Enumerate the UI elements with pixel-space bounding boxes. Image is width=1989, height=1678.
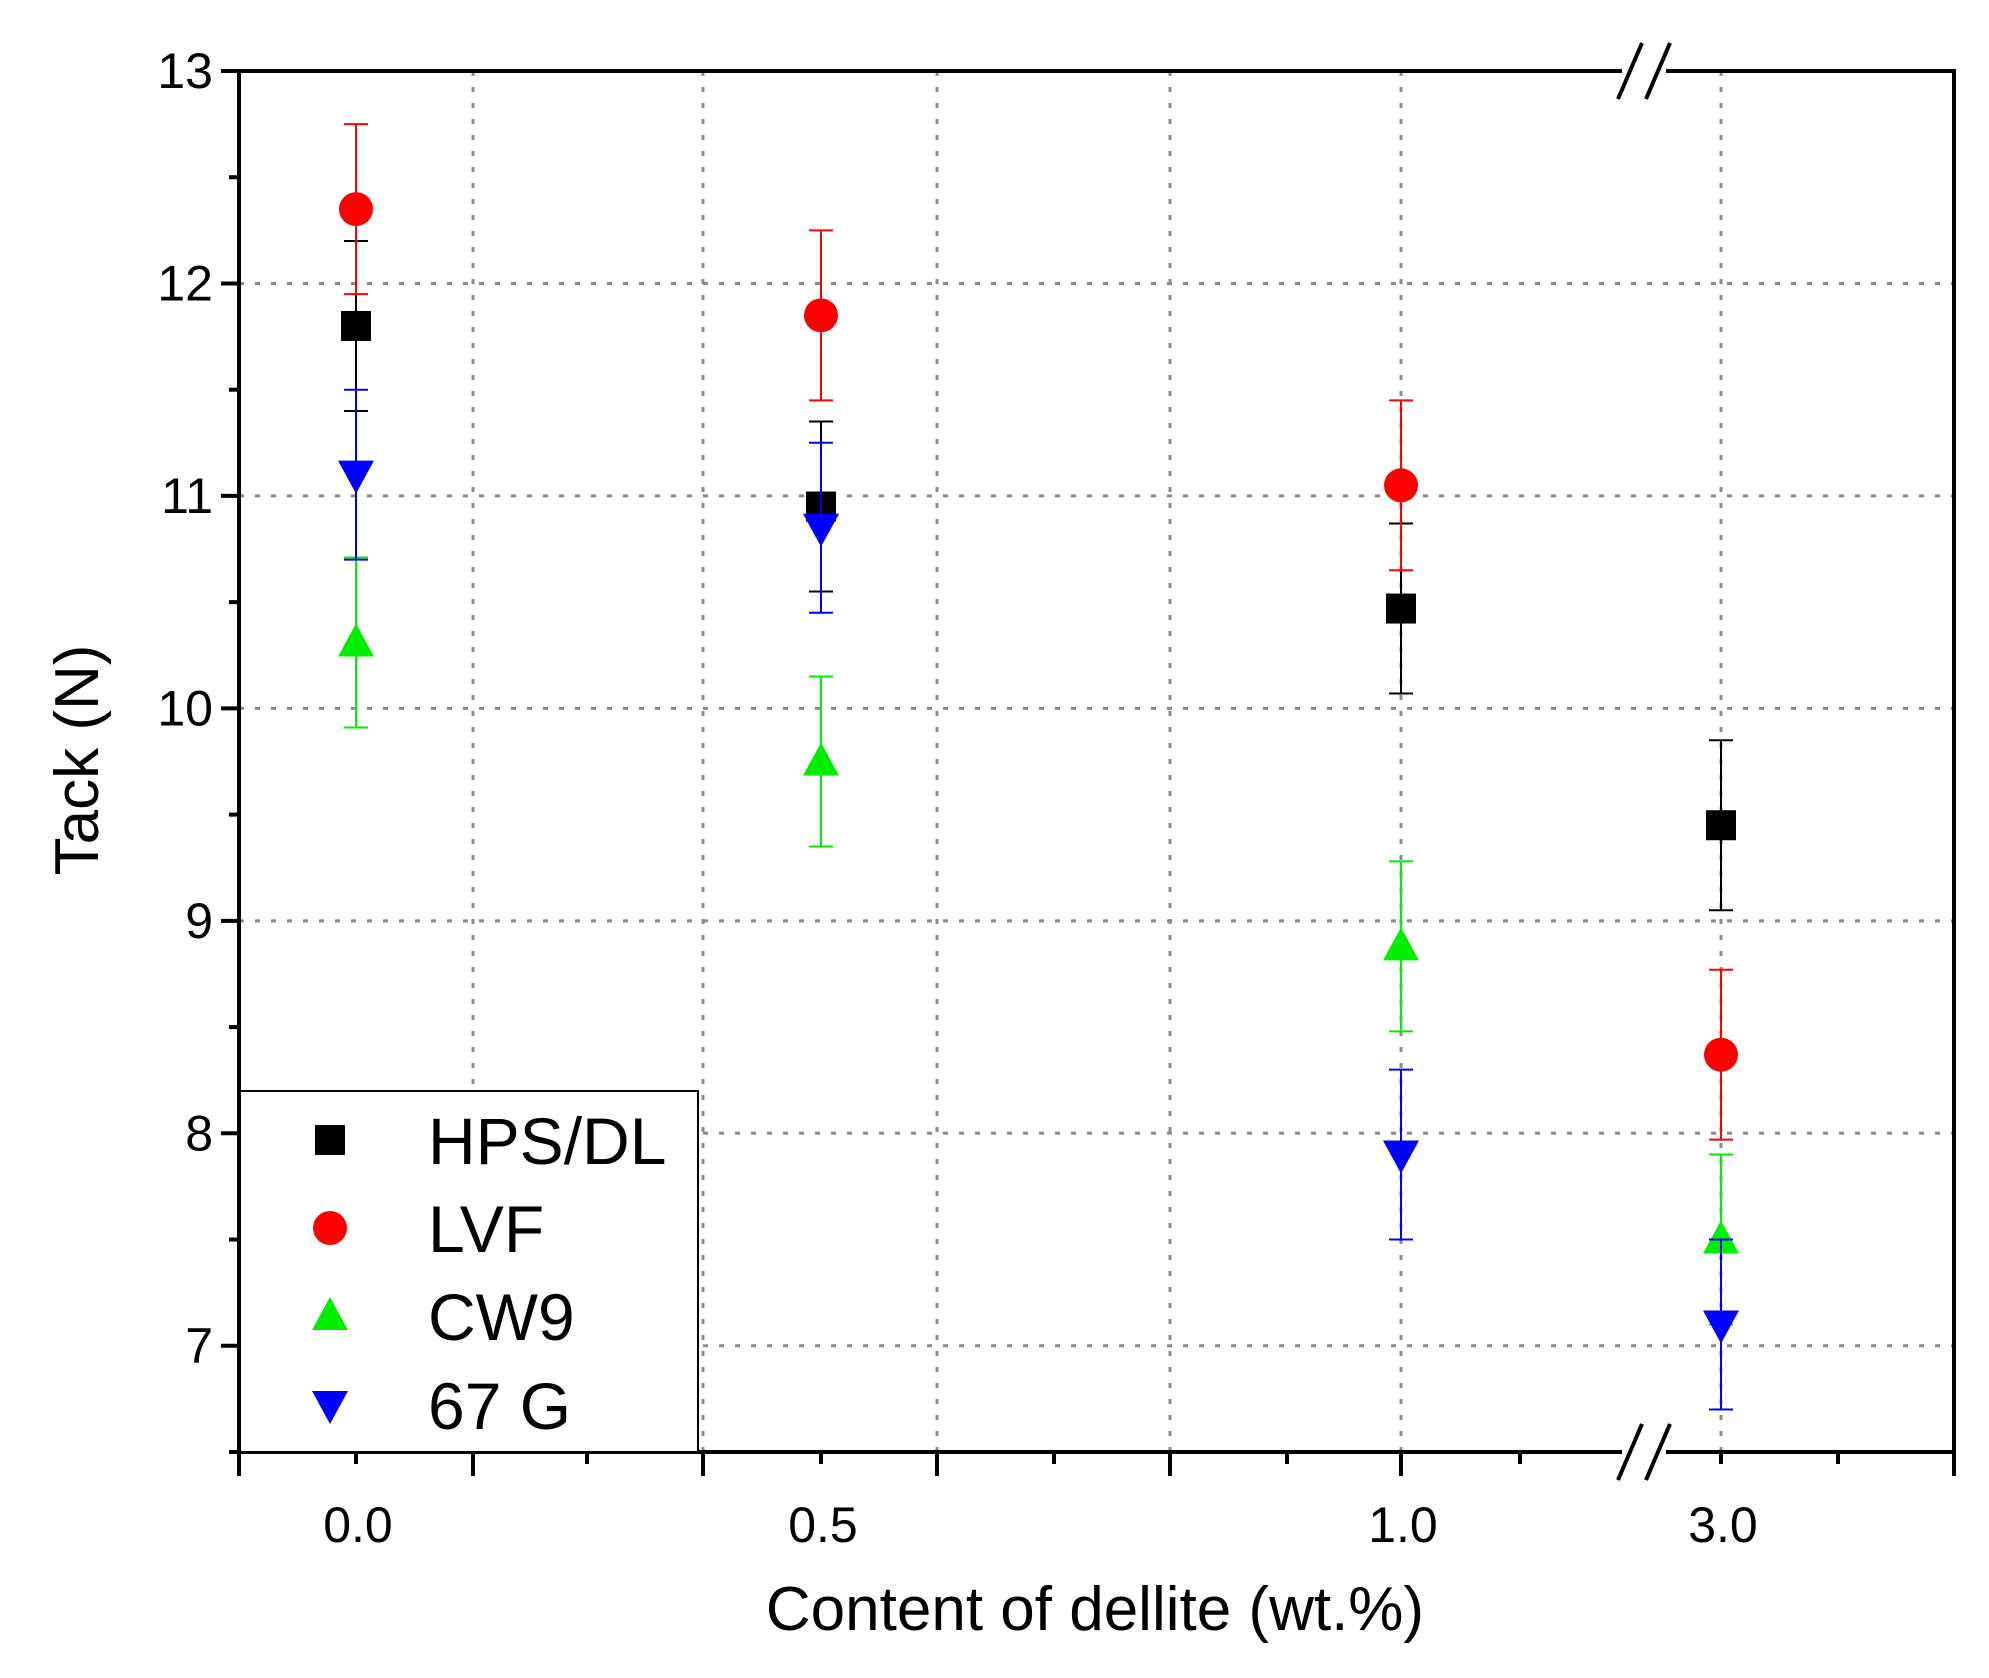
data-point: [1384, 468, 1418, 503]
data-point: [341, 310, 371, 341]
x-axis-title: Content of dellite (wt.%): [766, 1575, 1424, 1644]
data-point: [1704, 1037, 1738, 1072]
data-point: [804, 298, 838, 333]
legend-entry: LVF: [313, 1192, 544, 1266]
y-tick-label: 10: [157, 680, 213, 736]
legend-entry: HPS/DL: [315, 1104, 666, 1178]
x-tick-label: 3.0: [1688, 1497, 1758, 1553]
axis-break-slash: [1616, 1423, 1644, 1481]
legend-entry: CW9: [312, 1280, 575, 1354]
y-tick-label: 9: [185, 893, 213, 949]
y-tick-label: 12: [157, 255, 213, 311]
legend: HPS/DL LVF CW9 67 G: [239, 1090, 699, 1453]
legend-label: 67 G: [428, 1369, 571, 1443]
legend-label: CW9: [428, 1280, 575, 1354]
axis-break-slash: [1644, 1423, 1672, 1481]
series-lvf: [339, 123, 1738, 1141]
axis-break-slash: [1644, 42, 1672, 100]
y-tick-label: 8: [185, 1105, 213, 1161]
x-tick-label: 0.5: [788, 1497, 858, 1553]
legend-marker: [312, 1391, 348, 1424]
data-point: [1383, 927, 1419, 961]
data-point: [1703, 1310, 1739, 1344]
data-point: [803, 513, 839, 547]
legend-entry: 67 G: [312, 1369, 571, 1443]
legend-marker: [313, 1211, 347, 1245]
data-point: [803, 742, 839, 776]
data-point: [1703, 1220, 1739, 1254]
data-point: [1383, 1140, 1419, 1174]
data-layer: [338, 123, 1739, 1411]
legend-label: HPS/DL: [428, 1104, 666, 1178]
axes-layer: 7 8 9 10 11 12 13 0.0 0.5 1.0 3.0: [157, 42, 1956, 1553]
x-tick-label: 0.0: [323, 1497, 393, 1553]
y-axis-title: Tack (N): [43, 645, 112, 876]
legend-marker: [315, 1125, 345, 1155]
data-point: [338, 623, 374, 657]
y-tick-label: 13: [157, 43, 213, 99]
y-tick-label: 11: [161, 468, 213, 524]
axis-break-bottom: [1616, 1423, 1672, 1481]
data-point: [339, 192, 373, 227]
data-point: [338, 460, 374, 494]
axis-break-top: [1616, 42, 1672, 100]
y-tick-label: 7: [185, 1318, 213, 1374]
series-67-g: [338, 388, 1739, 1411]
data-point: [1386, 593, 1416, 624]
x-tick-label: 1.0: [1368, 1497, 1438, 1553]
legend-marker: [312, 1297, 348, 1330]
legend-label: LVF: [428, 1192, 544, 1266]
axis-break-slash: [1616, 42, 1644, 100]
plot-frame: [237, 69, 1956, 1454]
data-point: [1706, 810, 1736, 841]
